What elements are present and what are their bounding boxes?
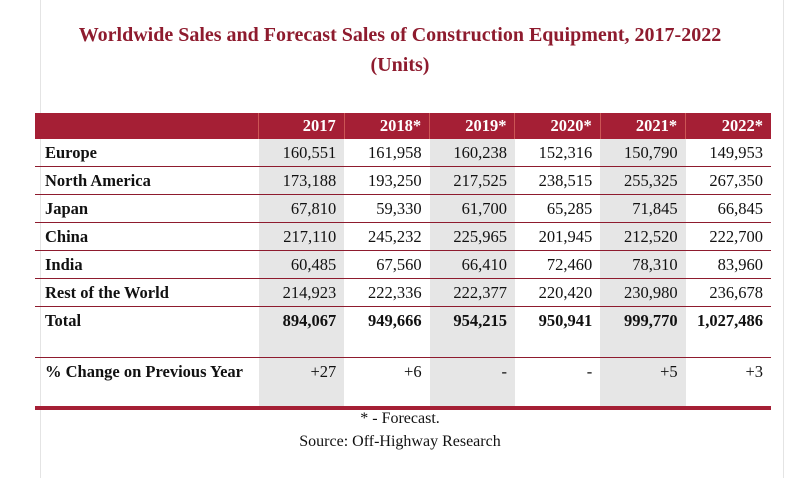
page-edge-right — [783, 0, 784, 478]
column-header: 2017 — [258, 113, 345, 139]
cell-value: 72,460 — [514, 250, 601, 279]
cell-value: 173,188 — [258, 166, 345, 195]
cell-value: 161,958 — [344, 139, 430, 167]
cell-value: 225,965 — [429, 222, 515, 251]
cell-value: 949,666 — [344, 306, 430, 358]
column-header: 2020* — [514, 113, 601, 139]
cell-value: 71,845 — [600, 194, 686, 223]
table-header-row: 2017 2018* 2019* 2020* 2021* 2022* — [35, 113, 771, 139]
cell-value: 61,700 — [429, 194, 515, 223]
table-row: Rest of the World 214,923 222,336 222,377 22… — [35, 278, 771, 307]
cell-value: - — [514, 357, 601, 410]
cell-value: 950,941 — [514, 306, 601, 358]
cell-value: +5 — [600, 357, 686, 410]
cell-value: 214,923 — [258, 278, 345, 307]
cell-value: 238,515 — [514, 166, 601, 195]
cell-value: 999,770 — [600, 306, 686, 358]
cell-value: 67,560 — [344, 250, 430, 279]
cell-value: 236,678 — [685, 278, 771, 307]
row-label: Europe — [35, 139, 259, 167]
row-label: Rest of the World — [35, 278, 259, 307]
footnote: * - Forecast. — [360, 410, 440, 427]
column-header: 2019* — [429, 113, 515, 139]
cell-value: - — [429, 357, 515, 410]
cell-value: +27 — [258, 357, 345, 410]
cell-value: 201,945 — [514, 222, 601, 251]
cell-value: 222,336 — [344, 278, 430, 307]
row-label: India — [35, 250, 259, 279]
column-header: 2022* — [685, 113, 771, 139]
table-subtitle: (Units) — [370, 54, 430, 76]
source-note: Source: Off-Highway Research — [299, 433, 501, 450]
table-row: North America 173,188 193,250 217,525 238,51… — [35, 166, 771, 195]
cell-value: 152,316 — [514, 139, 601, 167]
cell-value: 78,310 — [600, 250, 686, 279]
row-label: % Change on Previous Year — [35, 357, 259, 410]
table-row: Japan 67,810 59,330 61,700 65,285 71,845 66,84… — [35, 194, 771, 223]
cell-value: 255,325 — [600, 166, 686, 195]
cell-value: 217,110 — [258, 222, 345, 251]
cell-value: 60,485 — [258, 250, 345, 279]
row-label: North America — [35, 166, 259, 195]
cell-value: 66,845 — [685, 194, 771, 223]
table-row: India 60,485 67,560 66,410 72,460 78,310 83,96… — [35, 250, 771, 279]
cell-value: 230,980 — [600, 278, 686, 307]
cell-value: 65,285 — [514, 194, 601, 223]
cell-value: 59,330 — [344, 194, 430, 223]
cell-value: 245,232 — [344, 222, 430, 251]
cell-value: 212,520 — [600, 222, 686, 251]
table-row: Europe 160,551 161,958 160,238 152,316 150,79… — [35, 139, 771, 167]
column-header: 2018* — [343, 113, 430, 139]
cell-value: 66,410 — [429, 250, 515, 279]
cell-value: 150,790 — [600, 139, 686, 167]
table-title: Worldwide Sales and Forecast Sales of Co… — [78, 24, 722, 46]
cell-value: 222,700 — [685, 222, 771, 251]
cell-value: 83,960 — [685, 250, 771, 279]
cell-value: 894,067 — [258, 306, 345, 358]
row-label: China — [35, 222, 259, 251]
table-row: % Change on Previous Year +27 +6- - +5 +3 — [35, 357, 771, 410]
row-label: Total — [35, 306, 259, 358]
cell-value: 954,215 — [429, 306, 515, 358]
table-row: China 217,110 245,232 225,965 201,945 212,520… — [35, 222, 771, 251]
cell-value: 67,810 — [258, 194, 345, 223]
cell-value: 160,551 — [258, 139, 345, 167]
table-row: Total 894,067 949,666 954,215 950,941 999,770… — [35, 306, 771, 358]
cell-value: 220,420 — [514, 278, 601, 307]
header-blank — [35, 113, 259, 139]
cell-value: +6 — [344, 357, 430, 410]
cell-value: 149,953 — [685, 139, 771, 167]
cell-value: 222,377 — [429, 278, 515, 307]
cell-value: 217,525 — [429, 166, 515, 195]
cell-value: +3 — [685, 357, 771, 410]
cell-value: 193,250 — [344, 166, 430, 195]
row-label: Japan — [35, 194, 259, 223]
cell-value: 160,238 — [429, 139, 515, 167]
cell-value: 267,350 — [685, 166, 771, 195]
cell-value: 1,027,486 — [685, 306, 771, 358]
column-header: 2021* — [599, 113, 686, 139]
sales-table: 2017 2018* 2019* 2020* 2021* 2022* Europe 160,… — [35, 113, 771, 410]
